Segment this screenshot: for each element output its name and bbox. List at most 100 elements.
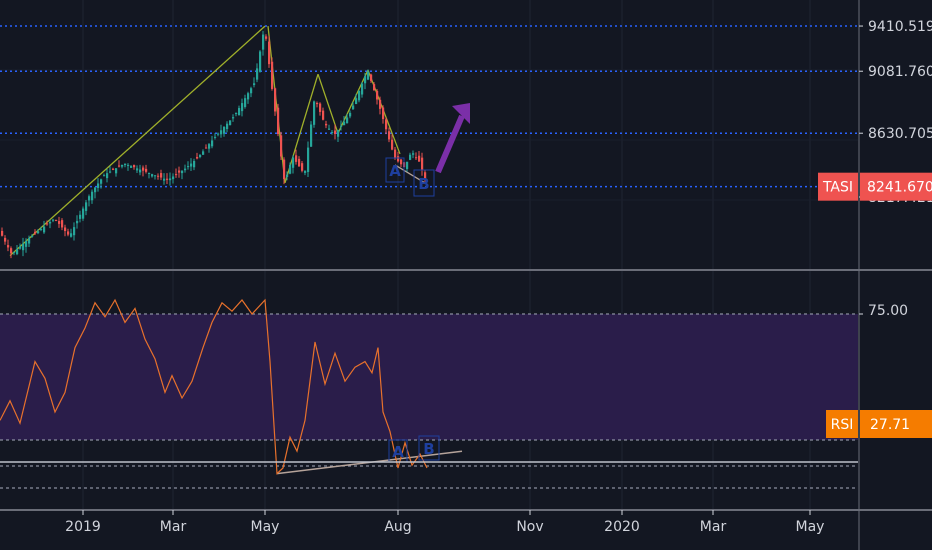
time-axis-label: 2019 bbox=[65, 519, 101, 535]
candle-body bbox=[424, 172, 427, 180]
candle-body bbox=[388, 131, 391, 140]
price-pane: AB bbox=[0, 25, 858, 259]
candle-body bbox=[244, 98, 247, 107]
candle-body bbox=[58, 221, 61, 224]
last-price-label: 8241.670 bbox=[867, 180, 932, 196]
candle-body bbox=[172, 176, 175, 180]
symbol-badge bbox=[818, 172, 858, 201]
candle-body bbox=[358, 90, 361, 101]
candle-body bbox=[199, 155, 202, 158]
candle-body bbox=[343, 121, 346, 126]
candle-body bbox=[406, 161, 409, 169]
candle-body bbox=[7, 245, 10, 248]
candle-body bbox=[82, 208, 85, 219]
candle-body bbox=[298, 158, 301, 167]
candle-body bbox=[178, 170, 181, 173]
candle-body bbox=[94, 187, 97, 193]
candle-body bbox=[304, 170, 307, 173]
time-axis-label: Mar bbox=[160, 519, 187, 535]
candle-body bbox=[130, 166, 133, 168]
last-price-badge bbox=[860, 172, 932, 201]
candle-body bbox=[163, 178, 166, 181]
candle-body bbox=[415, 157, 418, 159]
candle-body bbox=[34, 231, 37, 234]
candle-body bbox=[295, 155, 298, 162]
candle-body bbox=[166, 178, 169, 180]
candle-body bbox=[391, 139, 394, 150]
candle-body bbox=[367, 71, 370, 80]
rsi-value-label: 27.71 bbox=[870, 417, 910, 433]
candle-body bbox=[187, 166, 190, 168]
candle-body bbox=[346, 117, 349, 124]
trend-line bbox=[267, 26, 286, 183]
time-axis-label: May bbox=[251, 519, 280, 535]
candle-body bbox=[412, 153, 415, 155]
candle-body bbox=[364, 76, 367, 84]
candle-body bbox=[271, 61, 274, 89]
candle-body bbox=[229, 120, 232, 126]
candle-body bbox=[307, 147, 310, 172]
projection-arrow-head bbox=[452, 103, 470, 124]
candle-body bbox=[22, 243, 25, 251]
candle-body bbox=[226, 123, 229, 130]
rsi-axis-label: 75.00 bbox=[868, 303, 908, 319]
candle-body bbox=[310, 124, 313, 147]
rsi-band bbox=[0, 314, 858, 440]
pattern-label-box bbox=[385, 157, 405, 183]
candle-body bbox=[55, 220, 58, 222]
candle-body bbox=[340, 125, 343, 127]
candle-body bbox=[421, 157, 424, 171]
candle-body bbox=[319, 103, 322, 112]
candle-body bbox=[46, 223, 49, 225]
candle-body bbox=[382, 107, 385, 120]
candle-body bbox=[379, 99, 382, 109]
candle-body bbox=[352, 105, 355, 110]
candle-body bbox=[409, 154, 412, 160]
candle-body bbox=[373, 84, 376, 91]
candle-body bbox=[118, 165, 121, 167]
candle-body bbox=[283, 159, 286, 180]
candle-body bbox=[253, 83, 256, 86]
candle-body bbox=[4, 237, 7, 242]
candle-body bbox=[136, 168, 139, 171]
time-axis-label: Mar bbox=[700, 519, 727, 535]
pattern-label-a: A bbox=[389, 162, 401, 180]
candle-body bbox=[262, 34, 265, 50]
candle-body bbox=[127, 164, 130, 166]
time-axis-label: Nov bbox=[516, 519, 543, 535]
candle-body bbox=[16, 249, 19, 255]
pattern-label-box bbox=[413, 169, 435, 197]
projection-arrow bbox=[435, 114, 465, 174]
pattern-label-box bbox=[418, 435, 440, 461]
candle-body bbox=[238, 108, 241, 116]
candle-body bbox=[169, 178, 172, 181]
candle-body bbox=[316, 103, 319, 105]
candle-body bbox=[394, 149, 397, 159]
candle-body bbox=[76, 220, 79, 224]
candle-body bbox=[247, 93, 250, 100]
candle-body bbox=[301, 163, 304, 171]
symbol-badge-label: TASI bbox=[822, 180, 853, 196]
time-axis-label: 2020 bbox=[604, 519, 640, 535]
candle-body bbox=[106, 173, 109, 179]
candle-body bbox=[142, 167, 145, 171]
candle-body bbox=[64, 227, 67, 232]
candle-body bbox=[91, 191, 94, 201]
candle-body bbox=[277, 107, 280, 134]
candle-body bbox=[400, 159, 403, 165]
candle-body bbox=[175, 174, 178, 176]
candle-body bbox=[154, 175, 157, 177]
candle-body bbox=[208, 144, 211, 149]
rsi-line bbox=[0, 298, 428, 475]
candle-body bbox=[97, 183, 100, 188]
candle-body bbox=[100, 179, 103, 184]
candle-body bbox=[139, 169, 142, 173]
price-axis-label: 9410.519 bbox=[868, 19, 932, 35]
candle-body bbox=[334, 130, 337, 134]
candle-body bbox=[289, 164, 292, 174]
candle-body bbox=[214, 136, 217, 138]
candle-body bbox=[184, 168, 187, 171]
